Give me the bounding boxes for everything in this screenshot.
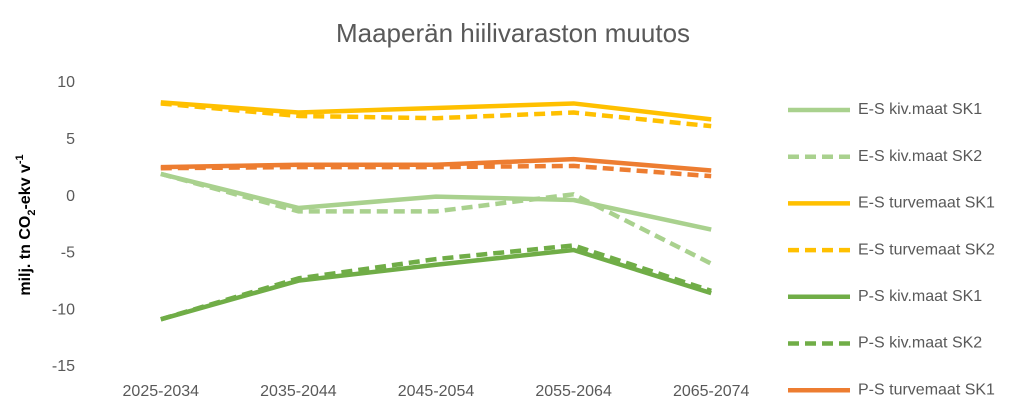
series-line [160, 171, 713, 266]
y-tick-label: 5 [66, 131, 75, 148]
y-axis-label: milj. tn CO2-ekv v-1 [14, 154, 38, 295]
y-label-part: -ekv v [17, 164, 34, 209]
x-tick-label: 2055-2064 [535, 383, 612, 400]
legend-label: P-S kiv.maat SK2 [858, 335, 982, 352]
y-label-part: -1 [14, 154, 26, 164]
legend-label: E-S turvemaat SK1 [858, 195, 995, 212]
x-tick-label: 2025-2034 [123, 383, 200, 400]
y-tick-label: 10 [57, 74, 75, 91]
y-label-part: 2 [26, 210, 38, 216]
y-tick-label: -10 [52, 301, 75, 318]
chart-title: Maaperän hiilivaraston muutos [336, 18, 690, 48]
x-tick-label: 2035-2044 [260, 383, 337, 400]
legend-label: P-S turvemaat SK1 [858, 381, 995, 398]
series-line [160, 163, 712, 179]
series-line [160, 243, 712, 322]
y-tick-label: 0 [66, 188, 75, 205]
legend-label: E-S kiv.maat SK2 [858, 148, 982, 165]
x-tick-label: 2065-2074 [673, 383, 750, 400]
legend-label: E-S kiv.maat SK1 [858, 101, 982, 118]
x-tick-label: 2045-2054 [398, 383, 475, 400]
legend-label: P-S kiv.maat SK1 [858, 288, 982, 305]
series-line [160, 100, 712, 122]
y-label-part: milj. tn CO [17, 216, 34, 296]
y-tick-label: -5 [61, 245, 75, 262]
series-line [160, 101, 712, 129]
legend-label: E-S turvemaat SK2 [858, 241, 995, 258]
y-tick-label: -15 [52, 358, 75, 375]
